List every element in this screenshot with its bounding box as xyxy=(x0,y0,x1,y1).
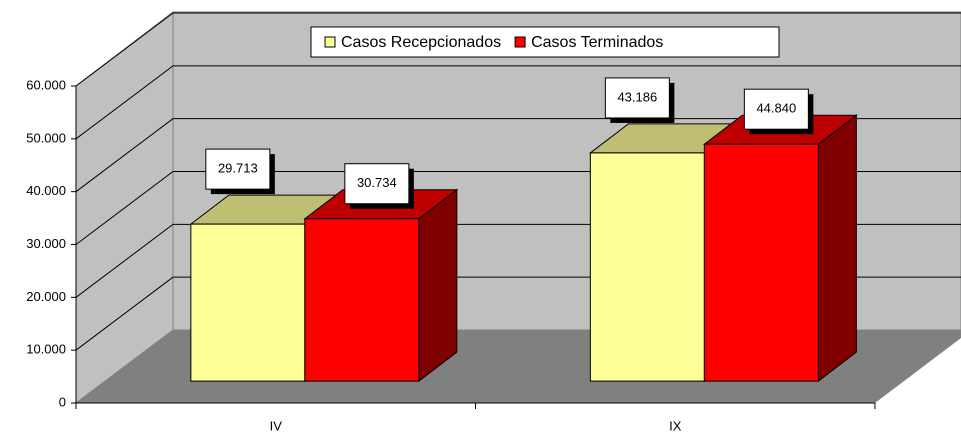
grid-line xyxy=(75,118,961,193)
legend-box xyxy=(310,26,780,58)
label-box xyxy=(604,77,670,119)
data-label: 30.734 xyxy=(357,175,397,190)
grid-line xyxy=(75,12,961,87)
y-tick-label: 20.000 xyxy=(26,289,66,304)
legend-swatch xyxy=(324,36,336,48)
label-box xyxy=(344,163,410,205)
y-tick-label: 0 xyxy=(59,394,66,409)
label-box xyxy=(205,148,271,190)
y-tick-label: 50.000 xyxy=(26,130,66,145)
legend-label: Casos Recepcionados xyxy=(341,34,501,51)
bar-side xyxy=(817,114,857,383)
data-label: 44.840 xyxy=(756,101,796,116)
legend-label: Casos Terminados xyxy=(531,34,663,51)
y-tick-label: 30.000 xyxy=(26,236,66,251)
y-tick-label: 60.000 xyxy=(26,77,66,92)
bar-front xyxy=(703,143,819,382)
bar xyxy=(303,188,459,383)
legend-swatch xyxy=(514,36,526,48)
y-tick-label: 10.000 xyxy=(26,342,66,357)
legend: Casos Recepcionados Casos Terminados xyxy=(310,26,780,58)
data-label: 29.713 xyxy=(218,161,258,176)
y-tick-label: 40.000 xyxy=(26,183,66,198)
x-tick-label: IV xyxy=(270,418,283,433)
label-box xyxy=(743,88,809,130)
bar-side xyxy=(418,188,458,383)
bar xyxy=(702,114,858,383)
grid-line xyxy=(75,65,961,140)
bar-front xyxy=(304,218,420,382)
bar-front xyxy=(190,223,306,382)
x-tick-label: IX xyxy=(669,418,682,433)
data-label: 43.186 xyxy=(617,89,657,104)
bar-front xyxy=(589,152,705,382)
